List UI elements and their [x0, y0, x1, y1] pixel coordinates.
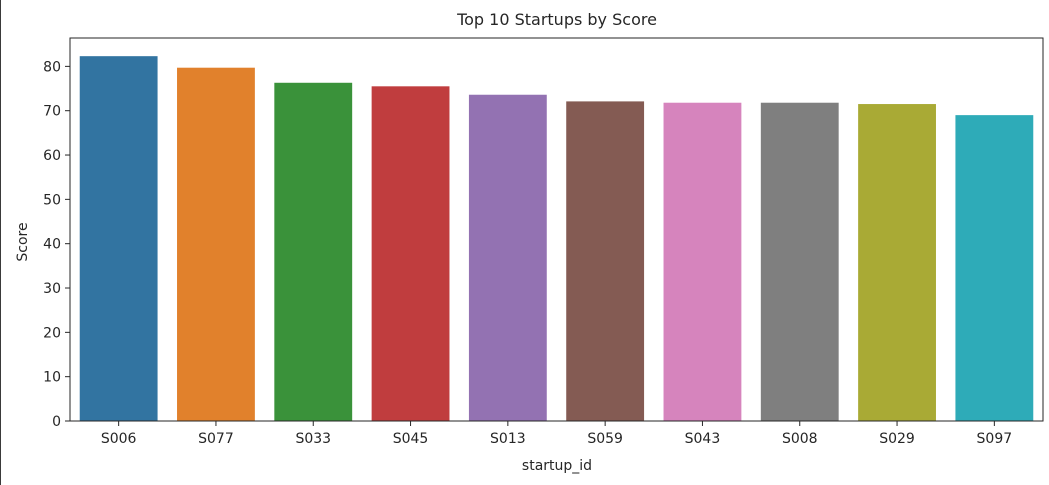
- x-tick-label: S097: [977, 431, 1013, 447]
- bar-s077: [177, 67, 255, 422]
- bar-s059: [566, 101, 645, 421]
- y-tick-label: 80: [43, 59, 61, 75]
- x-tick-label: S008: [782, 431, 818, 447]
- chart-title: Top 10 Startups by Score: [456, 10, 657, 29]
- y-tick-label: 0: [52, 414, 61, 430]
- x-tick-label: S013: [490, 431, 526, 447]
- bar-s008: [760, 102, 839, 421]
- x-axis-label: startup_id: [522, 458, 592, 474]
- y-tick-label: 60: [43, 148, 61, 164]
- y-tick-label: 50: [43, 192, 61, 208]
- y-axis: 0 10 20 30 40 50 60 70 80: [43, 59, 70, 430]
- x-tick-label: S059: [587, 431, 623, 447]
- bar-s045: [371, 86, 450, 421]
- bar-s013: [468, 94, 547, 422]
- bar-s029: [858, 104, 936, 421]
- y-tick-label: 70: [43, 104, 61, 120]
- y-tick-label: 10: [43, 370, 61, 386]
- plot-frame: [69, 37, 1044, 422]
- x-tick-label: S077: [198, 431, 234, 447]
- bar-s043: [663, 102, 742, 421]
- x-tick-label: S043: [685, 431, 721, 447]
- x-tick-label: S029: [879, 431, 915, 447]
- bars-group: [79, 56, 1034, 422]
- bar-s033: [274, 82, 353, 422]
- x-tick-label: S045: [393, 431, 429, 447]
- bar-s097: [955, 115, 1034, 421]
- x-tick-label: S006: [101, 431, 137, 447]
- window-edge: [0, 0, 1, 485]
- y-axis-label: Score: [15, 222, 31, 261]
- y-tick-label: 40: [43, 237, 61, 253]
- x-axis: S006 S077 S033 S045 S013 S059 S043 S008 S029 S097: [101, 421, 1012, 447]
- x-tick-label: S033: [295, 431, 331, 447]
- y-tick-label: 20: [43, 325, 61, 341]
- y-tick-label: 30: [43, 281, 61, 297]
- bar-s006: [79, 56, 158, 421]
